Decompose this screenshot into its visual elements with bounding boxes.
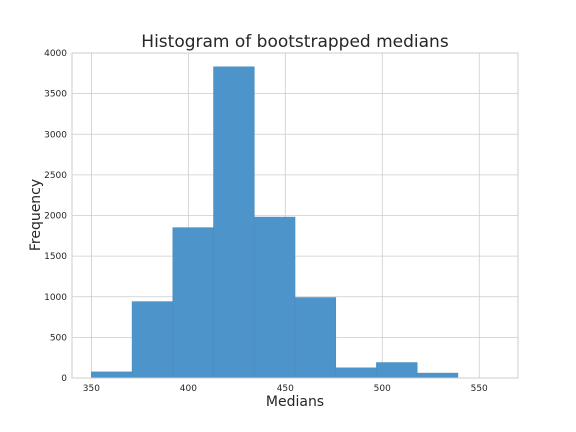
histogram-bar-2 [131,301,174,379]
x-tick-labels: 350 400 450 500 550 [83,384,488,394]
y-tick-label: 3000 [44,130,67,140]
x-tick-label: 450 [277,384,294,394]
y-tick-label: 2500 [44,171,67,181]
y-tick-label: 2000 [44,212,67,222]
y-tick-label: 3500 [44,90,67,100]
plot-frame [71,52,519,379]
y-tick-labels: 0 500 1000 1500 2000 2500 3000 3500 4000 [44,49,67,384]
histogram-bar-4 [213,66,255,379]
y-tick-label: 0 [61,374,67,384]
histogram-bar-7 [335,367,377,379]
histogram-bar-1 [91,371,133,379]
y-tick-label: 500 [50,333,67,343]
histogram-bar-5 [253,216,296,379]
x-axis-label: Medians [266,394,324,410]
y-tick-label: 4000 [44,49,67,59]
y-tick-label: 1500 [44,252,67,262]
x-tick-label: 500 [374,384,391,394]
y-axis-label: Frequency [28,179,44,251]
x-tick-label: 400 [180,384,197,394]
y-tick-label: 1000 [44,293,67,303]
histogram-bar-6 [294,297,337,379]
chart-title: Histogram of bootstrapped medians [141,32,449,52]
histogram-bar-9 [416,372,459,379]
x-tick-label: 350 [83,384,100,394]
histogram-bar-8 [376,362,418,379]
x-tick-label: 550 [471,384,488,394]
histogram-bar-3 [172,227,214,379]
bars [91,66,459,379]
